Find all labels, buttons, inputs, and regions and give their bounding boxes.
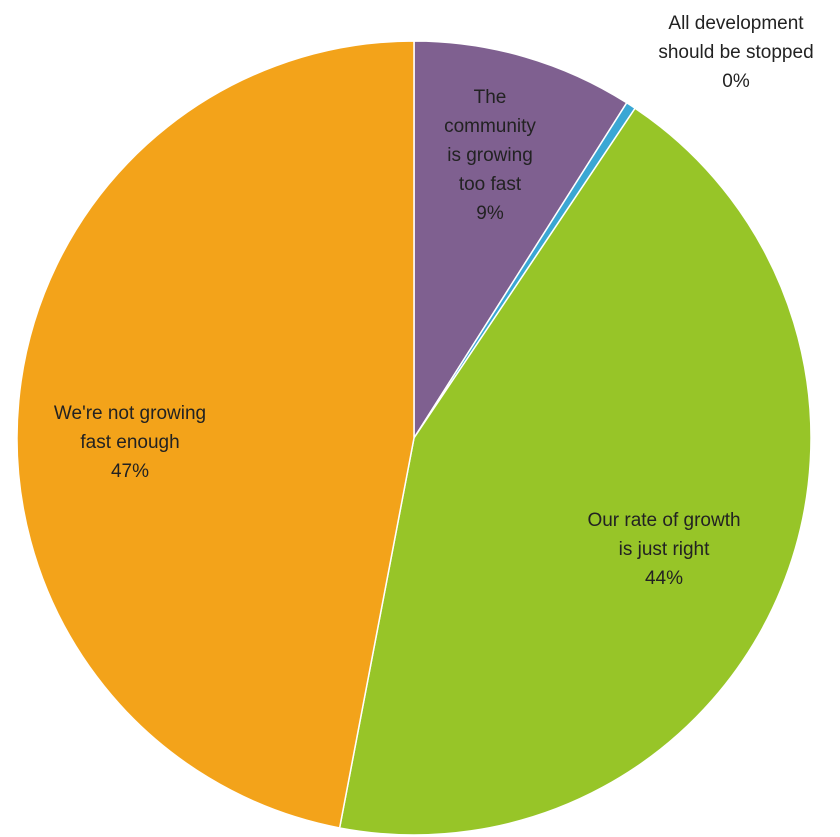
pie-slice-2: [338, 107, 812, 836]
slice-label-line: is growing: [447, 145, 533, 166]
slice-label-2: Our rate of growth is just right 44%: [587, 510, 740, 589]
slice-label-line: is just right: [619, 539, 711, 560]
slice-label-line: too fast: [459, 174, 522, 195]
slice-percent-2: 44%: [645, 568, 683, 589]
slice-label-line: should be stopped: [658, 42, 813, 63]
slice-percent-1: 0%: [722, 71, 750, 92]
slice-label-line: All development: [668, 13, 804, 34]
slice-label-line: fast enough: [80, 432, 179, 453]
slice-label-line: community: [444, 116, 536, 137]
slice-label-line: Our rate of growth: [587, 510, 740, 531]
slice-label-line: We're not growing: [54, 403, 206, 424]
slice-percent-3: 47%: [111, 461, 149, 482]
slice-label-line: The: [474, 87, 507, 108]
pie-slice-3: [16, 40, 415, 829]
slice-label-3: We're not growing fast enough 47%: [54, 403, 206, 482]
slice-label-0: The community is growing too fast 9%: [444, 87, 536, 224]
pie-slices: [16, 40, 812, 836]
slice-percent-0: 9%: [476, 203, 504, 224]
pie-slice-0: [413, 40, 628, 441]
slice-label-1: All development should be stopped 0%: [658, 13, 813, 92]
slice-labels: The community is growing too fast 9% All deve…: [54, 13, 814, 589]
